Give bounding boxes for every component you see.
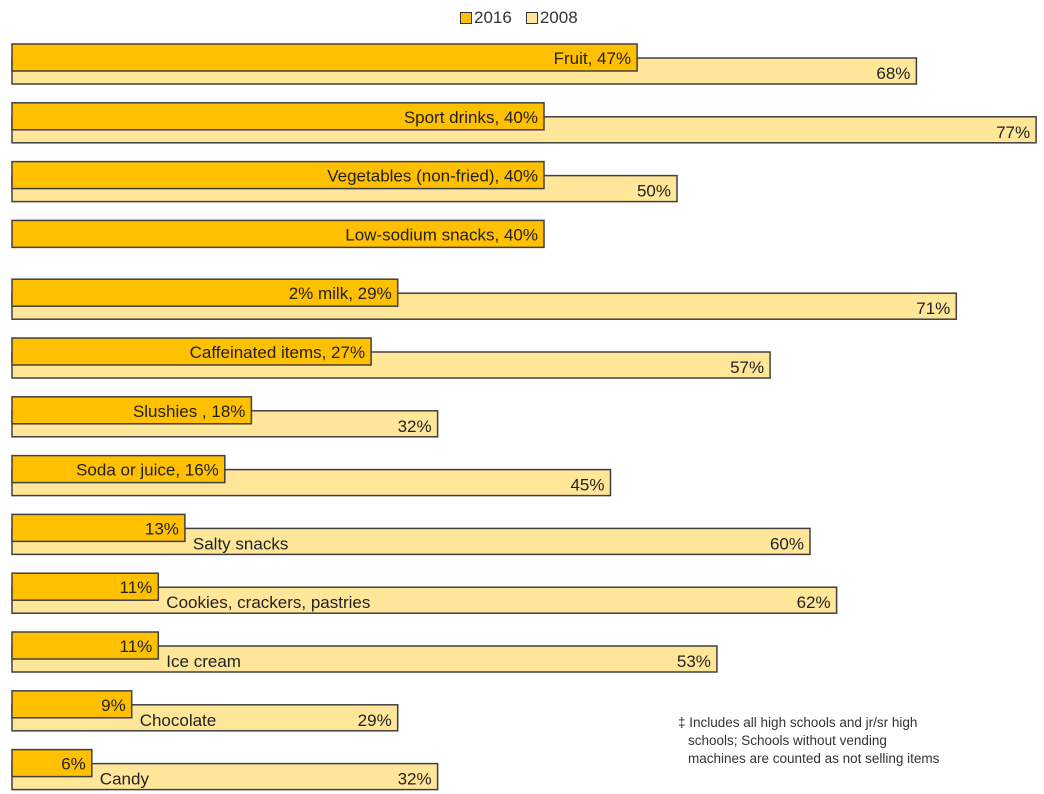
value-label-2016-caffeinated-items: Caffeinated items, 27% xyxy=(190,343,365,362)
value-label-2008-slushies: 32% xyxy=(398,417,432,436)
legend-label-2008: 2008 xyxy=(539,8,578,27)
value-label-2016-vegetables-non-fried: Vegetables (non-fried), 40% xyxy=(327,167,538,186)
footnote-line-1: ‡ Includes all high schools and jr/sr hi… xyxy=(678,715,918,730)
category-label-chocolate: Chocolate xyxy=(140,711,217,730)
bar-2016-ice-cream xyxy=(11,631,160,660)
value-label-2008-candy: 32% xyxy=(398,770,432,789)
bar-2016-vegetables-non-fried xyxy=(11,160,545,190)
category-label-salty-snacks: Salty snacks xyxy=(193,534,288,553)
legend-item-2016: 2016 xyxy=(460,8,512,28)
value-label-2016-2-milk: 2% milk, 29% xyxy=(289,284,392,303)
bar-2016-fruit xyxy=(11,43,638,72)
value-label-2016-chocolate: 9% xyxy=(101,696,126,715)
value-label-2008-sport-drinks: 77% xyxy=(996,123,1030,142)
footnote-line-3: machines are counted as not selling item… xyxy=(688,751,940,766)
value-label-2016-ice-cream: 11% xyxy=(120,637,153,656)
bar-2016-chocolate xyxy=(11,690,133,719)
value-label-2008-ice-cream: 53% xyxy=(677,652,711,671)
bar-2016-candy xyxy=(11,748,93,778)
legend-label-2016: 2016 xyxy=(474,8,512,27)
category-label-cookies-crackers-pastries: Cookies, crackers, pastries xyxy=(166,593,370,612)
value-label-2008-chocolate: 29% xyxy=(358,711,392,730)
value-label-2008-salty-snacks: 60% xyxy=(770,534,804,553)
value-label-2008-fruit: 68% xyxy=(876,64,910,83)
footnote-line-2: schools; Schools without vending xyxy=(688,733,887,748)
bar-2016-low-sodium-snacks xyxy=(11,219,545,249)
bar-2016-caffeinated-items xyxy=(11,337,372,366)
value-label-2016-salty-snacks: 13% xyxy=(145,519,179,538)
bar-2016-soda-or-juice xyxy=(11,454,226,484)
value-label-2008-caffeinated-items: 57% xyxy=(730,358,764,377)
footnote: ‡ Includes all high schools and jr/sr hi… xyxy=(678,714,1038,768)
value-label-2016-candy: 6% xyxy=(61,755,86,774)
bar-2016-salty-snacks xyxy=(11,513,186,543)
value-label-2008-vegetables-non-fried: 50% xyxy=(637,182,671,201)
category-label-candy: Candy xyxy=(100,770,150,789)
value-label-2016-fruit: Fruit, 47% xyxy=(554,49,631,68)
value-label-2016-sport-drinks: Sport drinks, 40% xyxy=(404,108,538,127)
category-label-ice-cream: Ice cream xyxy=(166,652,241,671)
value-label-2016-cookies-crackers-pastries: 11% xyxy=(120,578,153,597)
legend-item-2008: 2008 xyxy=(525,8,578,28)
chart-legend: 2016 2008 xyxy=(460,8,578,28)
legend-swatch-2016 xyxy=(460,12,472,24)
legend-swatch-2008 xyxy=(525,12,538,24)
bar-2016-2-milk xyxy=(11,278,399,307)
value-label-2008-soda-or-juice: 45% xyxy=(570,476,604,495)
bar-2016-slushies xyxy=(11,396,253,425)
value-label-2008-2-milk: 71% xyxy=(916,299,950,318)
value-label-2008-cookies-crackers-pastries: 62% xyxy=(797,593,831,612)
value-label-2016-low-sodium-snacks: Low-sodium snacks, 40% xyxy=(345,225,538,244)
value-label-2016-slushies: Slushies , 18% xyxy=(133,402,245,421)
value-label-2016-soda-or-juice: Soda or juice, 16% xyxy=(76,461,219,480)
bar-2016-sport-drinks xyxy=(11,102,545,131)
bar-2016-cookies-crackers-pastries xyxy=(11,572,160,601)
